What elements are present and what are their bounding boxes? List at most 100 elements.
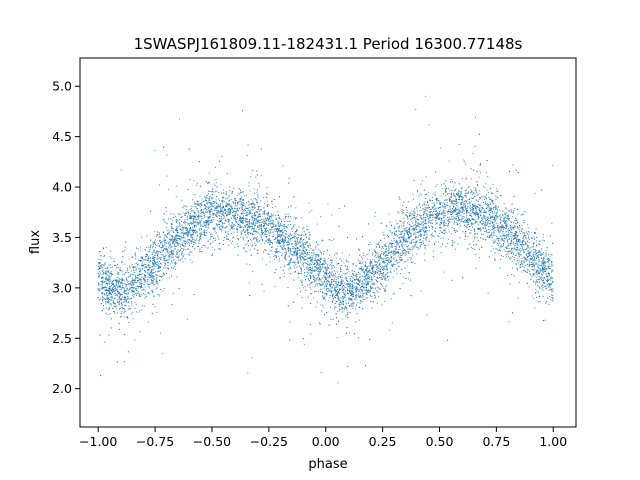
data-point <box>127 298 129 300</box>
data-point <box>252 200 254 202</box>
data-point <box>398 265 400 267</box>
data-point <box>346 288 348 290</box>
data-point <box>224 212 226 214</box>
data-point <box>449 189 451 191</box>
data-point <box>281 234 283 236</box>
data-point <box>369 269 371 271</box>
data-point <box>183 249 185 251</box>
data-point <box>453 217 455 219</box>
data-point <box>329 264 331 266</box>
data-point <box>214 166 216 168</box>
data-point <box>171 254 173 256</box>
data-point <box>488 235 490 237</box>
data-point <box>180 213 182 215</box>
data-point <box>444 224 446 226</box>
data-point <box>304 286 306 288</box>
data-point <box>547 261 549 263</box>
data-point <box>340 308 342 310</box>
data-point <box>535 263 537 265</box>
data-point <box>442 232 444 234</box>
data-point <box>337 382 339 384</box>
data-point <box>235 205 237 207</box>
data-point <box>424 234 426 236</box>
data-point <box>422 242 424 244</box>
data-point <box>376 266 378 268</box>
data-point <box>503 239 505 241</box>
data-point <box>538 250 540 252</box>
data-point <box>106 273 108 275</box>
data-point <box>156 245 158 246</box>
data-point <box>473 235 475 237</box>
data-point <box>232 190 234 192</box>
data-point <box>393 264 395 266</box>
data-point <box>517 297 519 299</box>
data-point <box>472 240 474 242</box>
data-point <box>247 223 249 225</box>
data-point <box>104 341 106 343</box>
data-point <box>295 264 297 266</box>
data-point <box>470 246 472 248</box>
data-point <box>199 213 201 215</box>
data-point <box>477 203 479 205</box>
data-point <box>304 241 306 243</box>
data-point <box>184 223 186 225</box>
data-point <box>181 254 183 256</box>
data-point <box>435 211 437 213</box>
data-point <box>185 224 187 226</box>
data-point <box>543 256 545 258</box>
data-point <box>460 219 462 221</box>
data-point <box>106 279 108 281</box>
data-point <box>331 260 333 261</box>
data-point <box>139 286 141 287</box>
data-point <box>367 292 369 294</box>
data-point <box>353 282 355 284</box>
data-point <box>133 271 135 273</box>
data-point <box>440 195 442 197</box>
data-point <box>464 219 466 221</box>
data-point <box>164 244 166 246</box>
data-point <box>429 216 431 218</box>
data-point <box>156 253 158 255</box>
data-point <box>379 264 381 266</box>
data-point <box>516 238 518 240</box>
data-point <box>99 272 101 274</box>
data-point <box>177 240 179 242</box>
data-point <box>213 217 215 219</box>
data-point <box>436 184 438 186</box>
data-point <box>508 214 510 216</box>
data-point <box>241 233 243 235</box>
data-point <box>310 256 312 258</box>
data-point <box>352 287 354 289</box>
data-point <box>162 275 164 277</box>
data-point <box>154 265 156 267</box>
data-point <box>369 262 371 264</box>
data-point <box>388 260 389 262</box>
data-point <box>308 252 310 253</box>
data-point <box>472 208 474 210</box>
data-point <box>298 247 300 249</box>
data-point <box>509 244 511 246</box>
data-point <box>463 197 465 199</box>
data-point <box>473 205 475 207</box>
data-point <box>168 244 170 246</box>
data-point <box>315 269 317 271</box>
data-point <box>156 287 158 289</box>
data-point <box>315 280 317 282</box>
data-point <box>321 253 323 255</box>
data-point <box>398 229 400 231</box>
data-point <box>391 264 393 266</box>
data-point <box>541 258 543 260</box>
data-point <box>531 250 533 252</box>
data-point <box>124 280 126 282</box>
data-point <box>521 213 523 215</box>
data-point <box>246 212 248 214</box>
data-point <box>275 224 277 226</box>
data-point <box>126 270 128 272</box>
data-point <box>523 236 525 238</box>
data-point <box>210 215 212 217</box>
data-point <box>136 277 138 279</box>
data-point <box>115 287 117 289</box>
data-point <box>314 286 316 288</box>
data-point <box>261 225 263 227</box>
data-point <box>428 220 430 222</box>
